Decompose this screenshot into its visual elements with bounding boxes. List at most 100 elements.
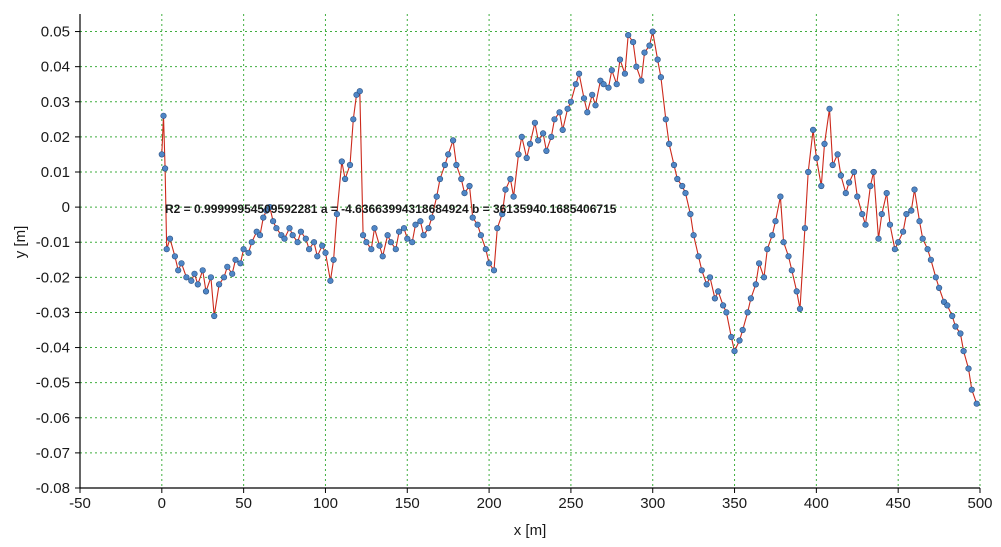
data-point — [867, 182, 874, 190]
data-point — [260, 214, 267, 221]
x-tick-label: 450 — [886, 495, 911, 512]
data-point — [466, 182, 473, 190]
data-point — [957, 330, 964, 337]
data-point — [837, 172, 845, 179]
data-point — [556, 109, 563, 116]
data-point — [698, 267, 705, 274]
data-point — [273, 225, 280, 232]
data-point — [728, 333, 735, 341]
y-tick-label: -0.08 — [36, 480, 70, 497]
data-point — [935, 284, 943, 292]
data-point — [400, 225, 408, 232]
x-tick-label: 200 — [477, 495, 502, 512]
data-point — [674, 175, 681, 183]
data-point — [665, 140, 673, 147]
data-point — [220, 274, 228, 281]
data-point — [314, 253, 321, 260]
data-point — [780, 239, 787, 246]
data-point — [548, 133, 555, 140]
data-point — [346, 161, 354, 169]
data-point — [932, 274, 939, 281]
x-tick-label: 500 — [967, 495, 992, 512]
data-point — [502, 186, 509, 193]
data-point — [589, 91, 596, 98]
data-point — [270, 218, 277, 225]
data-point — [818, 182, 825, 190]
series-line — [161, 31, 978, 404]
data-point — [575, 70, 583, 77]
data-point — [286, 225, 293, 232]
data-point — [396, 228, 403, 235]
data-point — [490, 267, 498, 274]
x-tick-label: 350 — [722, 495, 747, 512]
data-point — [854, 193, 861, 200]
data-point — [420, 232, 427, 239]
data-point — [662, 116, 669, 123]
data-point — [711, 295, 719, 302]
data-point — [191, 270, 198, 277]
x-tick-label: 0 — [158, 495, 166, 512]
y-tick-label: 0.02 — [41, 129, 70, 146]
data-point — [297, 228, 305, 235]
data-point — [294, 239, 301, 246]
data-point — [919, 235, 926, 242]
data-point — [605, 84, 612, 91]
data-point — [379, 253, 386, 260]
data-point — [289, 232, 296, 239]
data-point — [183, 274, 190, 281]
data-point — [302, 235, 309, 242]
data-point — [333, 211, 341, 218]
data-point — [360, 232, 367, 239]
data-point — [163, 246, 170, 253]
series-polyline — [161, 31, 978, 404]
data-point — [600, 81, 607, 88]
data-point — [531, 119, 539, 126]
data-point — [809, 126, 817, 133]
data-point — [387, 239, 395, 246]
data-point — [543, 147, 550, 154]
x-tick-label: 50 — [235, 495, 252, 512]
data-point — [551, 116, 558, 123]
data-point — [229, 270, 236, 277]
y-tick-label: -0.04 — [36, 340, 70, 357]
data-point — [968, 386, 975, 393]
data-point — [842, 190, 849, 197]
data-point — [845, 179, 853, 186]
data-point — [682, 190, 689, 197]
data-point — [687, 211, 694, 218]
data-point — [515, 151, 522, 158]
data-point — [772, 218, 779, 225]
data-point — [629, 38, 637, 46]
data-point — [171, 253, 178, 260]
data-point — [474, 221, 481, 228]
data-point — [584, 109, 591, 116]
grid — [80, 14, 981, 488]
data-point — [240, 246, 247, 253]
data-point — [342, 175, 349, 183]
data-point — [862, 221, 869, 228]
data-point — [458, 175, 465, 183]
y-tick-label: -0.06 — [36, 410, 70, 427]
data-point — [461, 190, 468, 197]
x-tick-label: 100 — [313, 495, 338, 512]
data-point — [211, 312, 218, 320]
data-point — [723, 309, 730, 316]
data-point — [567, 98, 575, 105]
data-point — [330, 256, 337, 263]
x-tick-label: -50 — [69, 495, 91, 512]
data-point — [965, 365, 972, 372]
data-point — [621, 70, 629, 77]
data-point — [194, 281, 201, 288]
data-point — [715, 288, 722, 295]
data-point — [499, 211, 506, 218]
data-point — [875, 235, 882, 242]
data-point — [744, 309, 751, 316]
data-point — [927, 256, 935, 263]
data-point — [518, 133, 525, 140]
y-tick-label: 0.04 — [41, 59, 70, 76]
data-point — [625, 31, 632, 39]
data-point — [310, 239, 318, 246]
data-point — [245, 249, 252, 256]
